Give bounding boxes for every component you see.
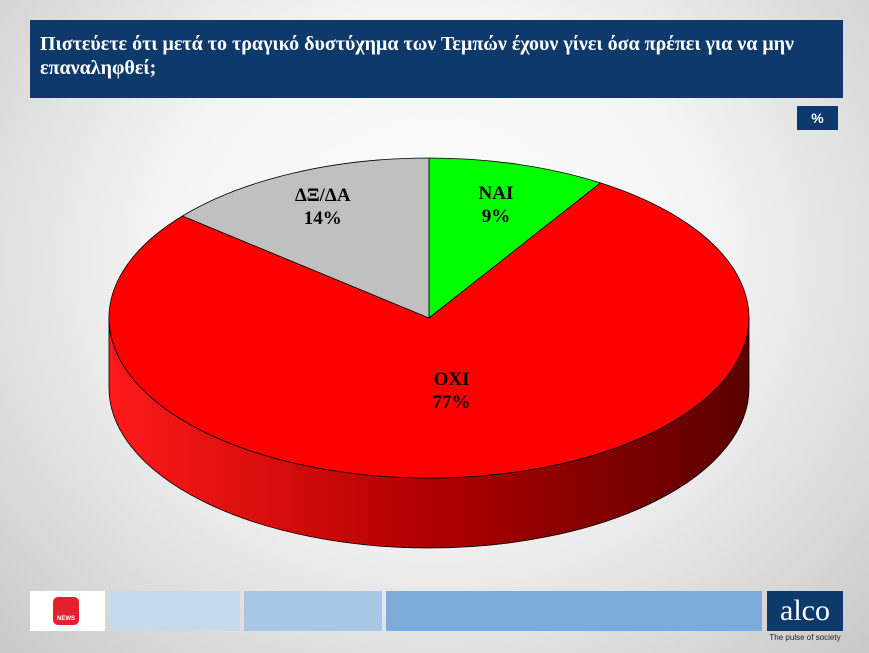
chart-title: Πιστεύετε ότι μετά το τραγικό δυστύχημα …	[40, 33, 794, 79]
brand-logo: alco	[767, 591, 843, 631]
footer-bar	[244, 591, 382, 631]
news-logo: NEWS	[53, 597, 79, 625]
slice	[181, 157, 430, 319]
value-label: 9%	[482, 206, 511, 227]
slice-top	[181, 157, 430, 319]
news-logo-box: NEWS	[30, 591, 105, 631]
slice	[428, 157, 602, 319]
slice-label: ΔΞ/ΔΑ	[295, 185, 351, 206]
title-bar: Πιστεύετε ότι μετά το τραγικό δυστύχημα …	[30, 20, 843, 98]
value-label: 14%	[304, 208, 342, 229]
unit-badge: %	[797, 106, 838, 130]
value-label: 77%	[433, 392, 471, 413]
footer-bar	[110, 591, 240, 631]
slice-top	[108, 182, 750, 479]
slice	[108, 182, 750, 549]
slice-label: ΟΧΙ	[434, 369, 470, 390]
slice-top	[428, 157, 602, 319]
footer-bar	[386, 591, 762, 631]
slice-label: ΝΑΙ	[479, 183, 514, 204]
brand-tagline: The pulse of society	[769, 633, 841, 642]
